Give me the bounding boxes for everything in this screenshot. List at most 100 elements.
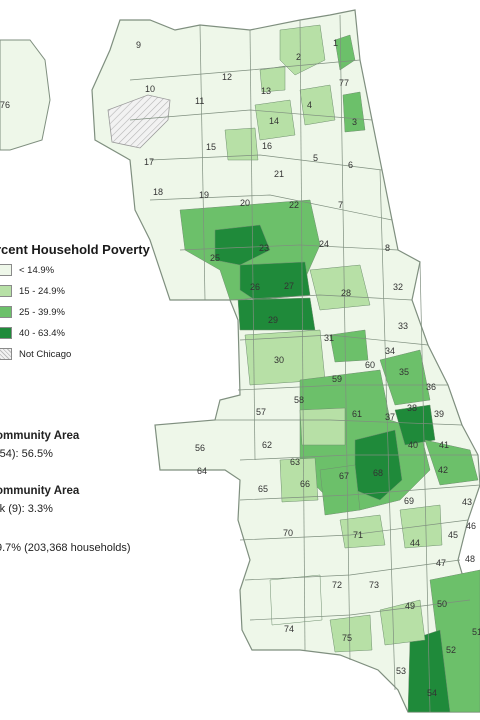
area-label-57: 57 bbox=[256, 407, 267, 417]
area-label-39: 39 bbox=[434, 409, 445, 419]
area-label-49: 49 bbox=[405, 601, 416, 611]
area-label-75: 75 bbox=[342, 633, 353, 643]
lowest-area-value: rk (9): 3.3% bbox=[0, 503, 53, 515]
legend-swatch bbox=[0, 327, 12, 339]
area-label-14: 14 bbox=[269, 116, 280, 126]
area-label-50: 50 bbox=[437, 599, 448, 609]
legend-label: < 14.9% bbox=[19, 264, 55, 276]
lowest-area-heading: ommunity Area bbox=[0, 485, 80, 497]
area-label-11: 11 bbox=[195, 96, 205, 106]
area-label-4: 4 bbox=[307, 100, 313, 110]
area-label-68: 68 bbox=[373, 468, 384, 478]
area-label-5: 5 bbox=[313, 153, 319, 163]
area-label-69: 69 bbox=[404, 496, 415, 506]
legend-item: 40 - 63.4% bbox=[0, 326, 65, 340]
area-label-10: 10 bbox=[145, 84, 156, 94]
area-label-20: 20 bbox=[240, 198, 251, 208]
area-label-45: 45 bbox=[448, 530, 459, 540]
area-label-22: 22 bbox=[289, 200, 300, 210]
area-label-63: 63 bbox=[290, 457, 301, 467]
area-label-47: 47 bbox=[436, 558, 447, 568]
area-label-33: 33 bbox=[398, 321, 409, 331]
legend-swatch bbox=[0, 348, 12, 360]
area-label-51: 51 bbox=[472, 627, 480, 637]
area-label-21: 21 bbox=[274, 169, 285, 179]
legend-label: Not Chicago bbox=[19, 348, 72, 360]
area-label-60: 60 bbox=[365, 360, 376, 370]
citywide-rate: 9.7% (203,368 households) bbox=[0, 542, 131, 554]
area-label-42: 42 bbox=[438, 465, 449, 475]
area-label-35: 35 bbox=[399, 367, 410, 377]
area-label-71: 71 bbox=[353, 530, 364, 540]
legend-label: 25 - 39.9% bbox=[19, 306, 65, 318]
area-label-25: 25 bbox=[210, 253, 221, 263]
area-label-15: 15 bbox=[206, 142, 217, 152]
area-label-27: 27 bbox=[284, 281, 295, 291]
not-chicago-enclave bbox=[107, 94, 171, 149]
area-label-7: 7 bbox=[338, 200, 344, 210]
area-label-77: 77 bbox=[339, 78, 350, 88]
area-label-31: 31 bbox=[324, 333, 335, 343]
area-label-24: 24 bbox=[319, 239, 330, 249]
area-label-54: 54 bbox=[427, 688, 438, 698]
highest-area-value: (54): 56.5% bbox=[0, 448, 53, 460]
legend-item: < 14.9% bbox=[0, 263, 54, 277]
area-label-38: 38 bbox=[407, 403, 418, 413]
area-label-67: 67 bbox=[339, 471, 350, 481]
legend-label: 15 - 24.9% bbox=[19, 285, 65, 297]
area-label-52: 52 bbox=[446, 645, 457, 655]
area-label-34: 34 bbox=[385, 346, 396, 356]
area-label-16: 16 bbox=[262, 141, 273, 151]
area-label-8: 8 bbox=[385, 243, 391, 253]
community-boundaries bbox=[129, 14, 480, 713]
area-label-43: 43 bbox=[462, 497, 473, 507]
area-label-65: 65 bbox=[258, 484, 269, 494]
area-label-58: 58 bbox=[294, 395, 305, 405]
area-label-37: 37 bbox=[385, 412, 396, 422]
legend-swatch bbox=[0, 285, 12, 297]
area-label-19: 19 bbox=[199, 190, 210, 200]
area-label-1: 1 bbox=[333, 38, 339, 48]
area-label-3: 3 bbox=[352, 117, 358, 127]
legend-item: 15 - 24.9% bbox=[0, 284, 65, 298]
legend-swatch bbox=[0, 306, 12, 318]
area-label-32: 32 bbox=[393, 282, 404, 292]
area-label-28: 28 bbox=[341, 288, 352, 298]
area-label-44: 44 bbox=[410, 538, 421, 548]
area-label-61: 61 bbox=[352, 409, 363, 419]
area-label-56: 56 bbox=[195, 443, 206, 453]
legend-swatch bbox=[0, 264, 12, 276]
area-label-13: 13 bbox=[261, 86, 272, 96]
area-label-62: 62 bbox=[262, 440, 273, 450]
area-label-18: 18 bbox=[153, 187, 164, 197]
area-label-73: 73 bbox=[369, 580, 380, 590]
area-label-29: 29 bbox=[268, 315, 279, 325]
legend-title: rcent Household Poverty bbox=[0, 242, 150, 257]
poverty-shading bbox=[179, 24, 480, 713]
legend-item: Not Chicago bbox=[0, 347, 71, 361]
area-label-41: 41 bbox=[439, 440, 450, 450]
area-label-30: 30 bbox=[274, 355, 285, 365]
area-label-40: 40 bbox=[408, 440, 419, 450]
legend-item: 25 - 39.9% bbox=[0, 305, 65, 319]
area-label-12: 12 bbox=[222, 72, 233, 82]
legend-label: 40 - 63.4% bbox=[19, 327, 65, 339]
area-label-17: 17 bbox=[144, 157, 155, 167]
area-label-9: 9 bbox=[136, 40, 142, 50]
area-label-6: 6 bbox=[348, 160, 354, 170]
area-label-48: 48 bbox=[465, 554, 476, 564]
area-label-36: 36 bbox=[426, 382, 437, 392]
ohare-region bbox=[0, 39, 51, 151]
area-label-72: 72 bbox=[332, 580, 343, 590]
area-label-23: 23 bbox=[259, 243, 270, 253]
area-label-53: 53 bbox=[396, 666, 407, 676]
area-label-64: 64 bbox=[197, 466, 208, 476]
area-label-26: 26 bbox=[250, 282, 261, 292]
area-label-2: 2 bbox=[296, 52, 302, 62]
area-label-66: 66 bbox=[300, 479, 311, 489]
area-label-46: 46 bbox=[466, 521, 477, 531]
area-label-76: 76 bbox=[0, 100, 11, 110]
highest-area-heading: ommunity Area bbox=[0, 430, 80, 442]
